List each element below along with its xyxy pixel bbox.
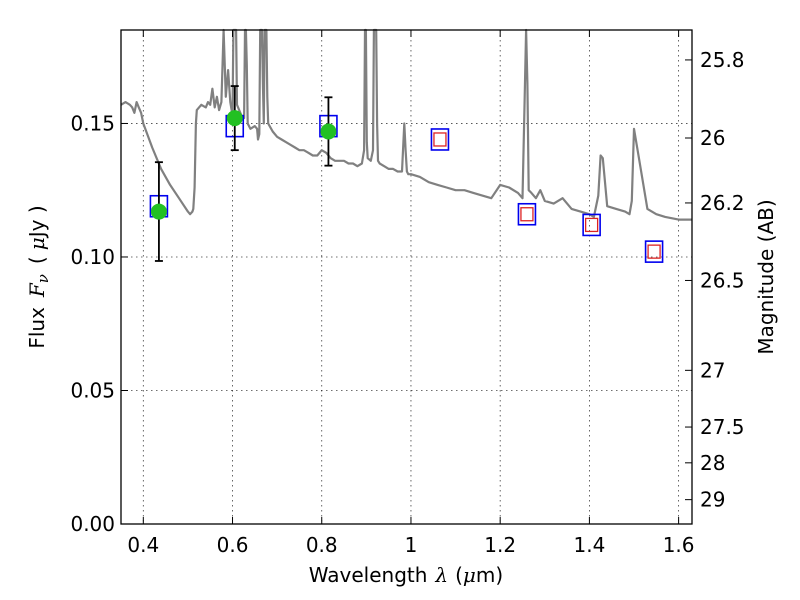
y2-tick-label: 25.8 (700, 48, 745, 72)
model-photometry-box (582, 213, 601, 237)
y2-tick-label: 26 (700, 126, 725, 150)
y-tick-label: 0.10 (70, 245, 115, 269)
y-axis-label: FluxFν(μJy ) (25, 205, 52, 348)
photometry-markers (149, 85, 664, 263)
predicted-flux-box (647, 244, 661, 259)
y2-tick-label: 29 (700, 488, 725, 512)
axis-ticks: 0.4 0.6 0.8 1 1.2 1.4 1.6 0.00 0.05 0.10 0.15 25.8 2… (70, 30, 745, 557)
x-axis-label: Wavelength λ (μm) (309, 563, 503, 587)
model-photometry-box (430, 128, 450, 151)
x-tick-label: 1.4 (573, 533, 605, 557)
y2-tick-label: 27 (700, 358, 725, 382)
observed-flux-point (150, 203, 167, 220)
x-tick-label: 1 (405, 533, 418, 557)
model-photometry-box (517, 202, 537, 226)
model-spectrum (120, 28, 692, 221)
observed-flux-point (226, 110, 243, 127)
x-tick-label: 1.6 (663, 533, 695, 557)
y2-tick-label: 27.5 (700, 415, 745, 439)
y-tick-label: 0.00 (70, 512, 115, 536)
model-spectrum-line (120, 28, 692, 221)
x-tick-label: 1.2 (484, 533, 516, 557)
predicted-flux-box (433, 132, 447, 147)
y2-tick-label: 26.2 (700, 191, 745, 215)
x-tick-label: 0.8 (306, 533, 338, 557)
observed-flux-point (320, 123, 337, 140)
y-tick-label: 0.15 (70, 111, 115, 135)
y-tick-label: 0.05 (70, 378, 115, 402)
x-tick-label: 0.4 (127, 533, 159, 557)
model-photometry-box (644, 240, 664, 263)
plot-frame (120, 29, 693, 525)
x-tick-label: 0.6 (217, 533, 249, 557)
y2-tick-label: 28 (700, 451, 725, 475)
predicted-flux-box (520, 207, 534, 222)
predicted-flux-box (584, 217, 599, 233)
y2-axis-label: Magnitude (AB) (754, 199, 778, 354)
y2-tick-label: 26.5 (700, 268, 745, 292)
